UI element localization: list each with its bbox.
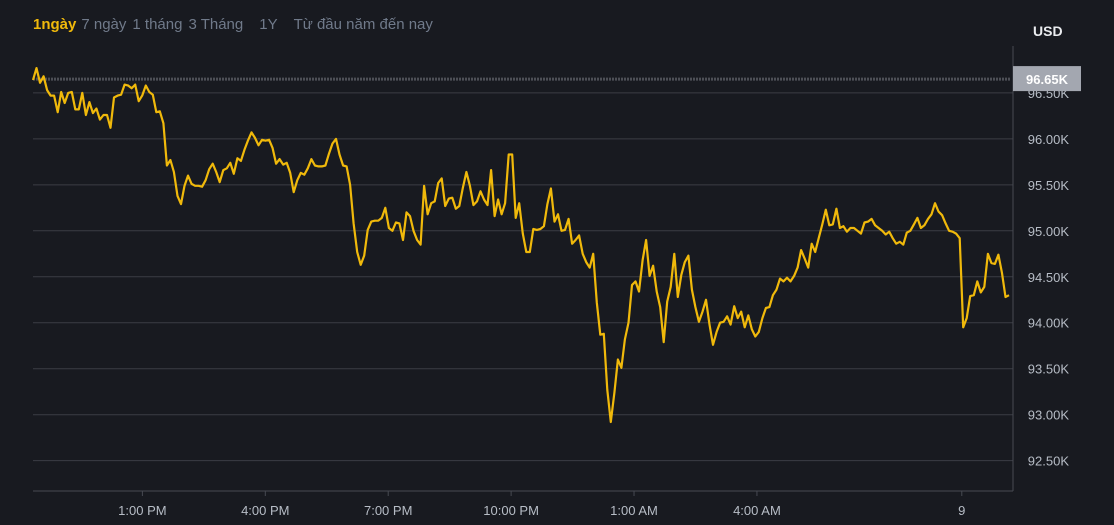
y-tick-label: 95.00K <box>1028 224 1070 239</box>
last-price-badge <box>1013 66 1081 92</box>
tab-1-month[interactable]: 1 tháng <box>132 16 183 33</box>
x-tick-label: 1:00 AM <box>610 503 658 518</box>
y-tick-label: 96.00K <box>1028 132 1070 147</box>
tab-3-months[interactable]: 3 Tháng <box>188 16 244 33</box>
tab-1-year[interactable]: 1Y <box>259 16 278 33</box>
y-tick-label: 95.50K <box>1028 178 1070 193</box>
timeframe-tabs: 1ngày 7 ngày 1 tháng 3 Tháng 1Y Từ đầu n… <box>33 16 439 33</box>
y-tick-label: 93.00K <box>1028 408 1070 423</box>
x-tick-label: 10:00 PM <box>483 503 539 518</box>
y-tick-label: 92.50K <box>1028 454 1070 469</box>
x-tick-label: 4:00 PM <box>241 503 289 518</box>
y-tick-label: 94.00K <box>1028 316 1070 331</box>
tab-1-day[interactable]: 1ngày <box>33 16 77 33</box>
x-tick-label: 4:00 AM <box>733 503 781 518</box>
last-price-label: 96.65K <box>1026 72 1069 87</box>
price-series-line <box>31 66 1010 424</box>
x-tick-label: 1:00 PM <box>118 503 166 518</box>
tab-year-to-date[interactable]: Từ đầu năm đến nay <box>293 16 433 33</box>
tab-7-days[interactable]: 7 ngày <box>81 16 127 33</box>
x-tick-label: 7:00 PM <box>364 503 412 518</box>
y-tick-label: 93.50K <box>1028 362 1070 377</box>
x-tick-label: 9 <box>958 503 965 518</box>
currency-label: USD <box>1033 23 1063 39</box>
y-tick-label: 94.50K <box>1028 270 1070 285</box>
